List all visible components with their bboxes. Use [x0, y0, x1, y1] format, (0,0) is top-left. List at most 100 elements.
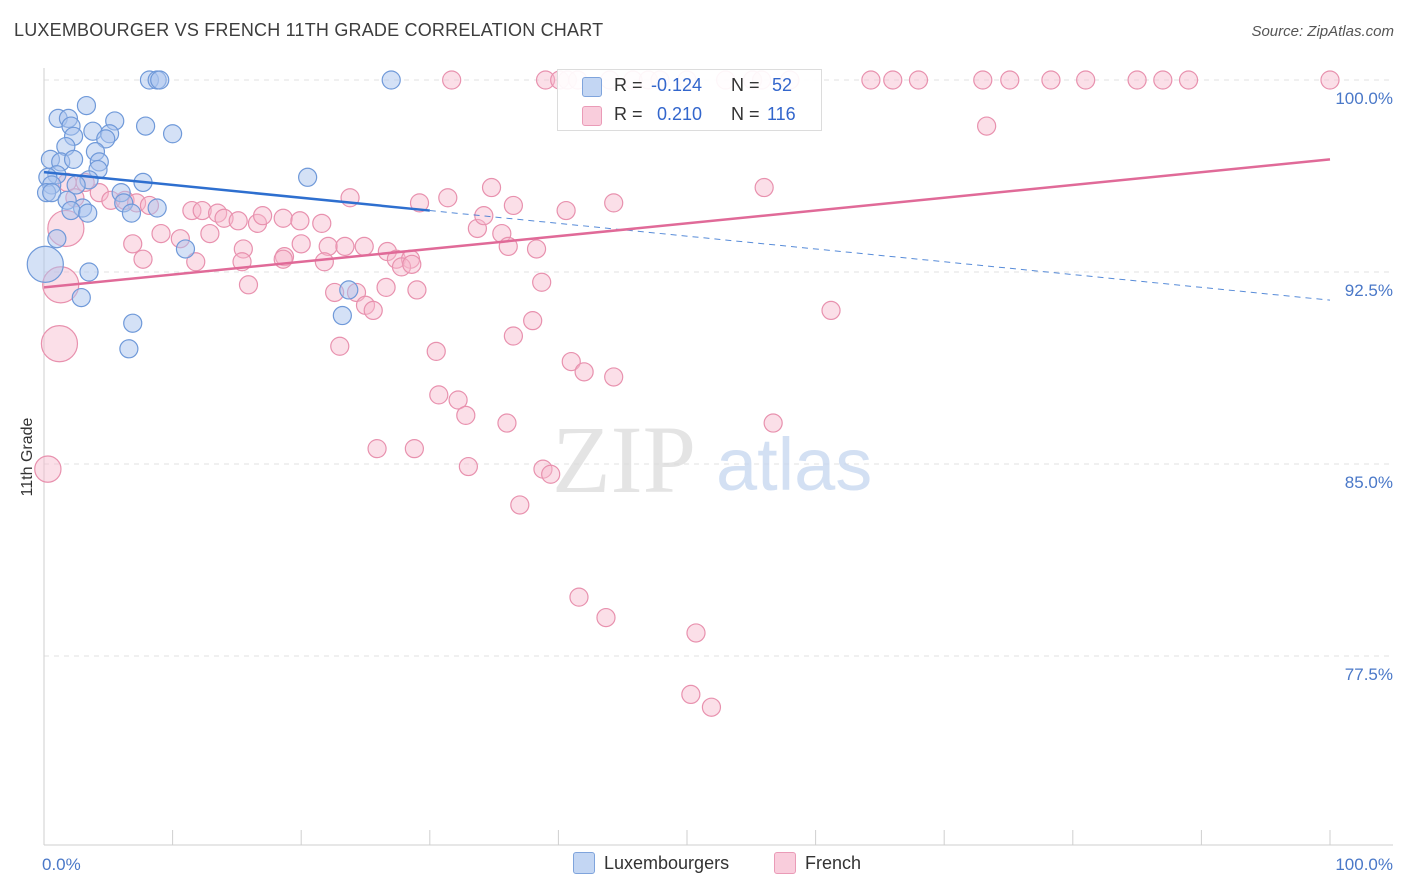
luxembourger-point — [42, 183, 62, 203]
french-point — [561, 351, 581, 372]
french-point — [273, 249, 293, 269]
y-tick-label: 85.0% — [1345, 473, 1393, 492]
legend-swatch-pink — [582, 106, 602, 126]
french-point — [291, 234, 311, 254]
luxembourger-point — [96, 129, 116, 149]
french-point — [754, 177, 774, 198]
french-point — [409, 193, 430, 213]
legend-swatch-blue — [582, 77, 602, 97]
luxembourger-point — [76, 95, 97, 116]
french-point — [503, 326, 524, 346]
french-point — [407, 280, 427, 300]
y-tick-labels: 77.5% 85.0% 92.5% 100.0% — [1335, 89, 1393, 684]
french-point — [133, 249, 153, 269]
french-point — [526, 239, 547, 259]
french-point — [1076, 70, 1096, 90]
y-tick-label: 77.5% — [1345, 665, 1393, 684]
french-point — [763, 413, 783, 433]
legend-r-value: -0.124 — [651, 75, 703, 95]
french-point — [367, 439, 387, 459]
luxembourger-point — [298, 167, 318, 187]
luxembourger-point — [121, 203, 142, 223]
french-point — [442, 70, 462, 90]
luxembourger-point — [61, 200, 81, 221]
french-point — [376, 277, 396, 297]
x-tick-label: 100.0% — [1335, 855, 1393, 874]
legend-row-french: R = 0.210 N = 116 — [558, 100, 821, 130]
luxembourger-point — [63, 149, 84, 169]
chart-title: LUXEMBOURGER VS FRENCH 11TH GRADE CORREL… — [14, 20, 604, 40]
french-point — [503, 195, 524, 216]
french-point — [312, 213, 332, 233]
luxembourger-point — [71, 287, 91, 308]
legend-r-label: R = — [614, 104, 643, 124]
french-point — [186, 252, 206, 272]
legend-label-french: French — [805, 852, 862, 873]
luxembourger-point — [26, 245, 64, 283]
french-point — [290, 211, 310, 231]
legend-row-luxembourgers: R = -0.124 N = 52 — [558, 71, 821, 101]
french-point — [448, 390, 468, 410]
french-point — [192, 200, 212, 221]
french-point — [1153, 70, 1173, 90]
legend-n-value: 116 — [767, 104, 796, 124]
french-point — [556, 200, 576, 221]
french-point — [604, 193, 624, 213]
french-point — [497, 413, 517, 433]
french-point — [330, 336, 350, 356]
french-point — [438, 188, 458, 208]
french-point — [456, 405, 476, 425]
french-point — [861, 70, 881, 90]
french-point — [207, 203, 228, 223]
source-credit: Source: ZipAtlas.com — [1251, 23, 1394, 40]
legend-n-label: N = — [731, 104, 760, 124]
trend-lines — [43, 158, 1331, 301]
luxembourger-point — [381, 70, 401, 90]
french-point — [200, 223, 220, 244]
watermark: ZIP atlas — [552, 406, 872, 513]
french-trend-line — [43, 158, 1331, 289]
french-point — [574, 362, 594, 382]
luxembourger-point — [339, 280, 359, 300]
french-point — [335, 236, 355, 257]
french-point — [1000, 70, 1020, 90]
french-point — [151, 223, 171, 244]
french-point — [429, 385, 449, 405]
luxembourger-point — [119, 339, 139, 359]
y-tick-label: 100.0% — [1335, 89, 1393, 108]
legend-item-luxembourgers: Luxembourgers — [573, 852, 729, 874]
french-point — [541, 464, 561, 484]
legend-item-french: French — [774, 852, 861, 874]
french-point — [532, 272, 552, 292]
french-point — [681, 684, 701, 705]
stats-legend: R = -0.124 N = 52 R = 0.210 N = 116 — [557, 69, 822, 131]
luxembourger-point — [78, 203, 98, 223]
french-point — [354, 236, 374, 257]
legend-n-label: N = — [731, 75, 760, 95]
french-point — [481, 177, 502, 198]
luxembourger-points — [26, 70, 401, 359]
legend-r-value: 0.210 — [657, 104, 703, 124]
french-points — [34, 70, 1340, 717]
legend-swatch-blue — [573, 852, 595, 874]
french-point — [458, 456, 479, 477]
french-point — [1041, 70, 1061, 90]
french-point — [701, 697, 722, 717]
french-point — [238, 275, 259, 295]
luxembourger-point — [162, 124, 183, 144]
french-point — [123, 234, 143, 254]
french-point — [596, 607, 616, 628]
y-tick-label: 92.5% — [1345, 281, 1393, 300]
luxembourger-point — [123, 313, 143, 333]
french-point — [426, 341, 446, 361]
legend-swatch-pink — [774, 852, 796, 874]
french-point — [252, 206, 273, 226]
french-point — [34, 455, 62, 483]
x-tick-labels: 0.0% 100.0% — [42, 855, 1393, 874]
french-point — [908, 70, 929, 90]
luxembourger-trend-extension — [429, 210, 1331, 301]
luxembourger-point — [147, 198, 167, 218]
legend-label-luxembourgers: Luxembourgers — [604, 852, 730, 873]
french-point — [569, 587, 589, 607]
